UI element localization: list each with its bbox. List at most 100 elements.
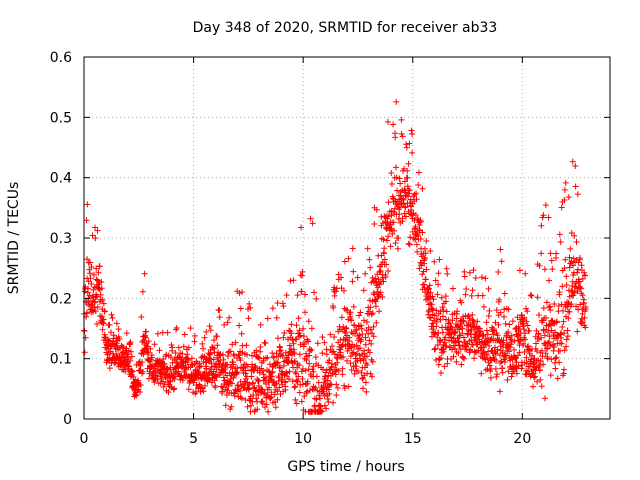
data-point xyxy=(433,307,440,314)
data-point xyxy=(139,359,146,366)
data-point xyxy=(145,338,152,345)
data-point xyxy=(257,321,264,328)
data-point xyxy=(365,330,372,337)
data-point xyxy=(190,379,197,386)
data-point xyxy=(362,270,369,277)
data-point xyxy=(291,384,298,391)
data-point xyxy=(570,262,577,269)
data-point xyxy=(494,371,501,378)
data-point xyxy=(471,355,478,362)
data-point xyxy=(247,402,254,409)
data-point xyxy=(279,352,286,359)
data-point xyxy=(439,313,446,320)
data-point xyxy=(276,344,283,351)
data-point xyxy=(144,365,151,372)
data-point xyxy=(238,330,245,337)
data-point xyxy=(541,332,548,339)
data-point xyxy=(245,315,252,322)
data-point xyxy=(83,309,90,316)
data-point xyxy=(262,355,269,362)
data-point xyxy=(94,304,101,311)
data-point xyxy=(479,333,486,340)
data-point xyxy=(395,215,402,222)
data-point xyxy=(264,315,271,322)
data-point xyxy=(207,350,214,357)
data-point xyxy=(548,327,555,334)
data-point xyxy=(425,285,432,292)
data-point xyxy=(413,241,420,248)
data-point xyxy=(355,367,362,374)
data-point xyxy=(339,365,346,372)
data-point xyxy=(459,354,466,361)
data-point xyxy=(419,185,426,192)
data-point xyxy=(148,351,155,358)
data-point xyxy=(340,353,347,360)
data-point xyxy=(416,265,423,272)
data-point xyxy=(171,385,178,392)
data-point xyxy=(238,395,245,402)
data-point xyxy=(582,324,589,331)
data-point xyxy=(92,224,99,231)
data-point xyxy=(147,345,154,352)
data-point xyxy=(480,303,487,310)
data-point xyxy=(476,332,483,339)
data-point xyxy=(557,347,564,354)
data-point xyxy=(210,368,217,375)
data-point xyxy=(437,370,444,377)
data-point xyxy=(449,285,456,292)
data-point xyxy=(173,325,180,332)
data-point xyxy=(453,315,460,322)
data-point xyxy=(274,359,281,366)
data-point xyxy=(565,315,572,322)
data-point xyxy=(289,337,296,344)
data-point xyxy=(582,272,589,279)
data-point xyxy=(362,341,369,348)
data-point xyxy=(542,395,549,402)
data-point xyxy=(198,354,205,361)
data-point xyxy=(283,369,290,376)
data-point xyxy=(442,334,449,341)
data-point xyxy=(546,333,553,340)
data-point xyxy=(538,383,545,390)
data-point xyxy=(340,287,347,294)
data-point xyxy=(399,133,406,140)
data-point xyxy=(507,344,514,351)
data-point xyxy=(570,292,577,299)
data-point xyxy=(470,267,477,274)
y-tick-label: 0.1 xyxy=(50,352,72,368)
data-point xyxy=(407,234,414,241)
data-point xyxy=(334,385,341,391)
data-point xyxy=(504,376,511,383)
data-point xyxy=(301,339,308,346)
data-point xyxy=(405,160,412,167)
data-point xyxy=(479,292,486,299)
data-point xyxy=(260,371,267,378)
data-point xyxy=(234,369,241,376)
data-point xyxy=(222,365,229,372)
data-point xyxy=(316,392,323,399)
data-point xyxy=(385,267,392,274)
data-point xyxy=(368,340,375,347)
data-point xyxy=(398,130,405,137)
data-point xyxy=(485,313,492,320)
data-point xyxy=(403,141,410,148)
data-point xyxy=(276,374,283,381)
data-point xyxy=(206,351,213,358)
data-point xyxy=(492,365,499,372)
data-point xyxy=(296,362,303,369)
data-point xyxy=(432,345,439,352)
data-point xyxy=(414,232,421,239)
data-point xyxy=(113,351,120,358)
data-point xyxy=(538,222,545,229)
data-point xyxy=(256,369,263,376)
data-point xyxy=(524,308,531,315)
data-point xyxy=(525,343,532,350)
data-point xyxy=(538,250,545,257)
data-point xyxy=(262,375,269,382)
data-point xyxy=(312,354,319,361)
data-point xyxy=(359,331,366,338)
data-point xyxy=(505,329,512,336)
data-point xyxy=(482,366,489,373)
data-point xyxy=(351,330,358,337)
data-point xyxy=(574,288,581,295)
